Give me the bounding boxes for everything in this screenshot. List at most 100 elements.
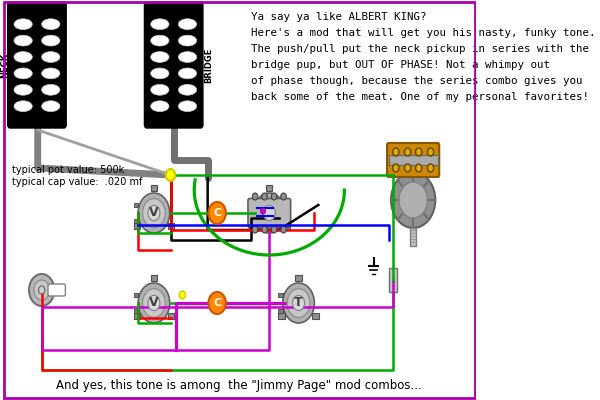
Circle shape [271, 193, 277, 200]
Ellipse shape [151, 84, 169, 95]
FancyBboxPatch shape [172, 2, 203, 128]
Text: Ya say ya like ALBERT KING?: Ya say ya like ALBERT KING? [251, 12, 427, 22]
Ellipse shape [151, 101, 169, 112]
Ellipse shape [14, 84, 32, 95]
Bar [168, 312, 174, 318]
Bar [278, 293, 283, 297]
Circle shape [38, 286, 45, 294]
Ellipse shape [41, 52, 60, 62]
Circle shape [427, 148, 434, 156]
Bar [134, 222, 140, 228]
Text: And yes, this tone is among  the "Jimmy Page" mod combos...: And yes, this tone is among the "Jimmy P… [56, 379, 422, 392]
Circle shape [427, 164, 434, 172]
Bar [134, 312, 140, 318]
Circle shape [208, 202, 226, 224]
Ellipse shape [41, 101, 60, 112]
Circle shape [148, 206, 160, 221]
Ellipse shape [178, 19, 197, 30]
Ellipse shape [178, 68, 197, 79]
Text: Here's a mod that will get you his nasty, funky tone.: Here's a mod that will get you his nasty… [251, 28, 596, 38]
Circle shape [416, 164, 422, 172]
Text: typical pot value: 500k: typical pot value: 500k [11, 165, 124, 175]
FancyBboxPatch shape [35, 2, 66, 128]
Circle shape [166, 169, 175, 181]
FancyBboxPatch shape [48, 284, 65, 296]
FancyBboxPatch shape [145, 2, 175, 128]
Circle shape [392, 164, 399, 172]
Bar [278, 312, 284, 318]
Circle shape [253, 193, 258, 200]
Circle shape [262, 193, 268, 200]
Circle shape [399, 182, 427, 218]
Text: C: C [213, 298, 221, 308]
Ellipse shape [151, 35, 169, 46]
Circle shape [404, 164, 411, 172]
Circle shape [262, 226, 268, 233]
Ellipse shape [14, 101, 32, 112]
Bar [389, 268, 397, 292]
Circle shape [29, 274, 55, 306]
Circle shape [34, 280, 50, 300]
Circle shape [281, 226, 286, 233]
Bar [151, 275, 157, 281]
Text: bridge pup, but OUT OF PHASE! Not a whimpy out: bridge pup, but OUT OF PHASE! Not a whim… [251, 60, 550, 70]
Circle shape [148, 295, 160, 310]
Circle shape [143, 289, 165, 318]
Ellipse shape [41, 84, 60, 95]
Ellipse shape [178, 84, 197, 95]
Ellipse shape [151, 68, 169, 79]
FancyBboxPatch shape [8, 2, 38, 128]
Bar [278, 309, 283, 313]
Circle shape [138, 283, 170, 323]
Text: NECK: NECK [0, 52, 9, 78]
Circle shape [392, 148, 399, 156]
Bar [249, 222, 256, 228]
Text: C: C [213, 208, 221, 218]
FancyBboxPatch shape [248, 198, 290, 228]
Bar [168, 222, 174, 228]
Text: of phase though, because the series combo gives you: of phase though, because the series comb… [251, 76, 583, 86]
Text: The push/pull put the neck pickup in series with the: The push/pull put the neck pickup in ser… [251, 44, 589, 54]
Circle shape [253, 226, 258, 233]
Text: V: V [149, 206, 159, 220]
Ellipse shape [151, 19, 169, 30]
Bar [151, 185, 157, 191]
Circle shape [271, 226, 277, 233]
Bar [249, 203, 254, 207]
FancyBboxPatch shape [387, 143, 439, 177]
Ellipse shape [178, 52, 197, 62]
Circle shape [283, 283, 314, 323]
Ellipse shape [14, 19, 32, 30]
Ellipse shape [151, 52, 169, 62]
Circle shape [260, 208, 265, 214]
Circle shape [179, 291, 185, 299]
Ellipse shape [178, 35, 197, 46]
Circle shape [287, 289, 310, 318]
Bar [266, 185, 272, 191]
Circle shape [404, 148, 411, 156]
Bar [134, 219, 139, 223]
Bar [283, 222, 290, 228]
Bar [134, 203, 139, 207]
Bar [389, 155, 437, 165]
Circle shape [254, 193, 285, 233]
Text: BRIDGE: BRIDGE [204, 47, 213, 83]
Bar [295, 275, 302, 281]
Circle shape [391, 172, 435, 228]
Text: back some of the meat. One of my personal favorites!: back some of the meat. One of my persona… [251, 92, 589, 102]
Circle shape [281, 193, 286, 200]
Bar [249, 219, 254, 223]
Ellipse shape [41, 68, 60, 79]
Circle shape [258, 198, 281, 227]
Text: J: J [392, 277, 394, 283]
Ellipse shape [41, 19, 60, 30]
Ellipse shape [14, 68, 32, 79]
Circle shape [138, 193, 170, 233]
Ellipse shape [14, 52, 32, 62]
Bar [134, 293, 139, 297]
Ellipse shape [14, 35, 32, 46]
Circle shape [263, 206, 275, 221]
Circle shape [143, 198, 165, 227]
Bar [410, 228, 416, 246]
Bar [134, 309, 139, 313]
